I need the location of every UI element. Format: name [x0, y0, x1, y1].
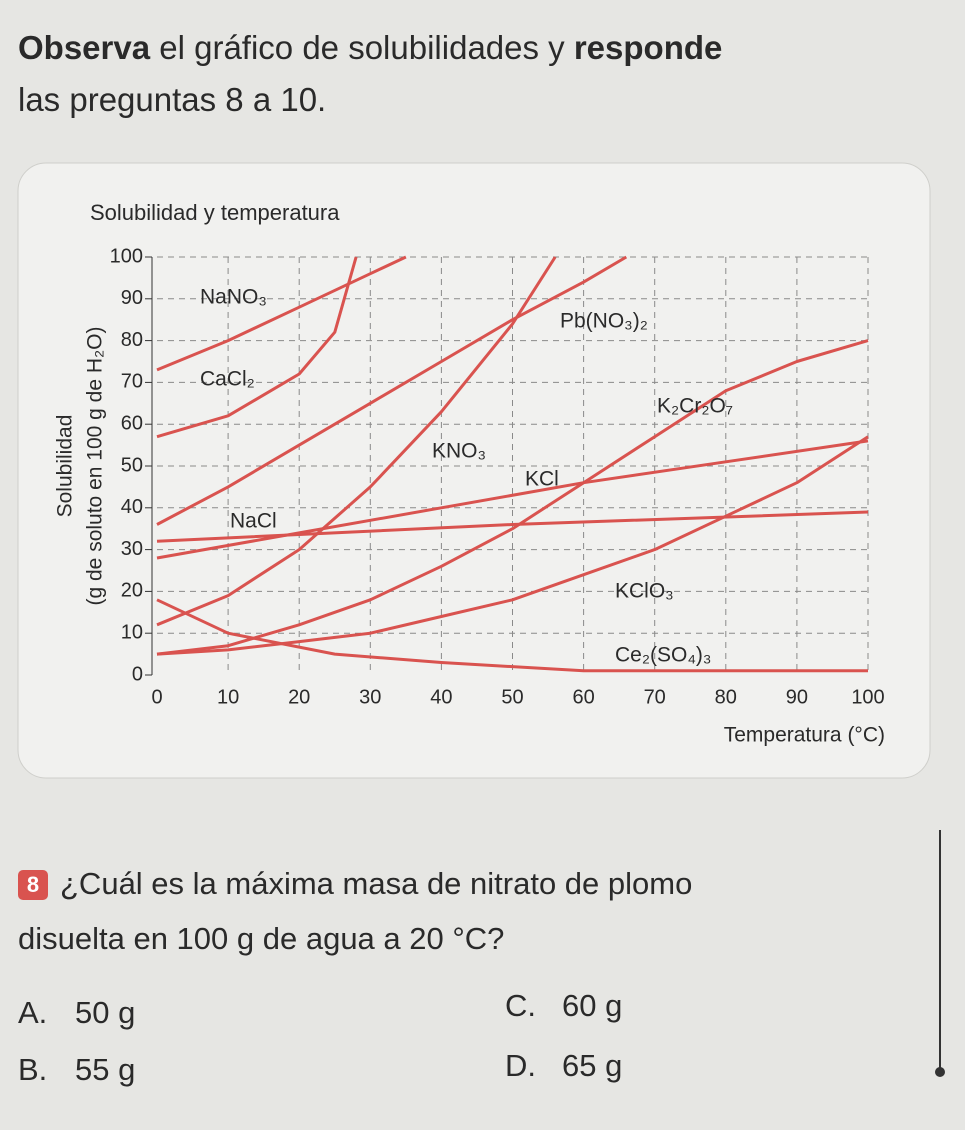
- chart-card: [17, 162, 931, 779]
- y-tick-label: 80: [121, 329, 143, 351]
- y-tick-label: 90: [121, 287, 143, 309]
- series-label: KClO₃: [615, 580, 674, 603]
- intro-segment: las preguntas 8 a 10.: [18, 81, 326, 118]
- series-label: NaCl: [230, 510, 277, 533]
- x-tick-label: 20: [288, 686, 310, 708]
- y-axis-label: (g de soluto en 100 g de H₂O): [84, 327, 107, 606]
- series-label: CaCl₂: [200, 368, 255, 391]
- option-letter: B.: [18, 1052, 47, 1087]
- series-line: [156, 255, 407, 372]
- y-tick-label: 0: [132, 663, 143, 685]
- y-tick-label: 10: [121, 621, 143, 643]
- option-letter: D.: [505, 1048, 536, 1083]
- intro-line: las preguntas 8 a 10.: [18, 81, 326, 118]
- x-tick-label: 80: [715, 686, 737, 708]
- series-line: [156, 256, 358, 439]
- x-tick-label: 60: [572, 686, 594, 708]
- chart-title: Solubilidad y temperatura: [90, 200, 340, 225]
- series-label: NaNO₃: [200, 286, 267, 309]
- series-label: KCl: [525, 468, 559, 491]
- y-tick-label: 60: [121, 412, 143, 434]
- y-tick-label: 50: [121, 454, 143, 476]
- y-tick-label: 100: [110, 245, 143, 267]
- y-tick-label: 70: [121, 371, 143, 393]
- x-tick-label: 10: [217, 686, 239, 708]
- intro-segment: Observa: [18, 29, 151, 66]
- question-badge: [18, 870, 48, 900]
- x-tick-label: 0: [151, 686, 162, 708]
- question-line: disuelta en 100 g de agua a 20 °C?: [18, 921, 504, 956]
- series-line: [156, 598, 868, 673]
- option-letter: A.: [18, 995, 47, 1030]
- y-tick-label: 20: [121, 580, 143, 602]
- option-text: 65 g: [562, 1048, 622, 1083]
- margin-dot: [935, 1067, 945, 1077]
- y-tick-label: 40: [121, 496, 143, 518]
- x-tick-label: 50: [501, 686, 523, 708]
- option-text: 55 g: [75, 1052, 135, 1087]
- intro-segment: el gráfico de solubilidades y: [150, 29, 574, 66]
- x-tick-label: 70: [644, 686, 666, 708]
- y-tick-label: 30: [121, 538, 143, 560]
- series-label: Pb(NO₃)₂: [560, 310, 648, 333]
- intro-segment: responde: [574, 29, 723, 66]
- series-label: K₂Cr₂O₇: [657, 395, 733, 418]
- series-line: [156, 510, 869, 543]
- series-line: [156, 339, 869, 656]
- y-axis-label: Solubilidad: [54, 415, 77, 518]
- x-axis-label: Temperatura (°C): [724, 724, 885, 747]
- x-tick-label: 30: [359, 686, 381, 708]
- series-line: [156, 435, 869, 656]
- option-text: 60 g: [562, 988, 622, 1023]
- question-number: 8: [27, 872, 39, 897]
- series-line: [156, 255, 628, 526]
- series-label: Ce₂(SO₄)₃: [615, 644, 711, 667]
- series-label: KNO₃: [432, 440, 486, 463]
- intro-line: Observa el gráfico de solubilidades y re…: [18, 29, 722, 66]
- x-tick-label: 40: [430, 686, 452, 708]
- option-text: 50 g: [75, 995, 135, 1030]
- option-letter: C.: [505, 988, 536, 1023]
- question-line: ¿Cuál es la máxima masa de nitrato de pl…: [60, 866, 692, 901]
- x-tick-label: 90: [786, 686, 808, 708]
- x-tick-label: 100: [851, 686, 884, 708]
- series-line: [156, 256, 557, 627]
